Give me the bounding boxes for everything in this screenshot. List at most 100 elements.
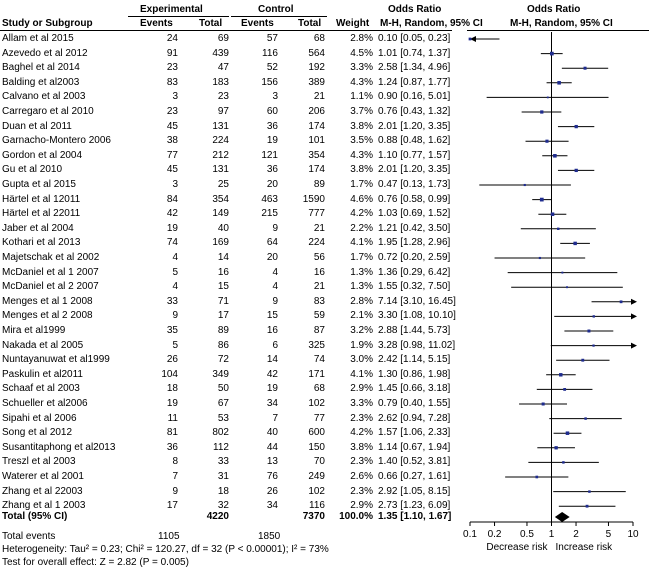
cell-name: Gupta et al 2015 <box>2 179 76 190</box>
cell-ee: 104 <box>161 368 178 380</box>
cell-et: 224 <box>212 135 229 147</box>
table-row: Gu et al 2010 45 131 36 174 3.8% 2.01 [1.20, 3… <box>0 163 460 177</box>
cell-et: 17 <box>217 310 229 322</box>
x-tick-label: 5 <box>606 529 612 540</box>
table-row: Calvano et al 2003 3 23 3 21 1.1% 0.90 [0.16, … <box>0 90 460 104</box>
cell-et: 67 <box>217 398 229 409</box>
cell-ee: 26 <box>166 354 178 366</box>
cell-ce: 34 <box>266 500 278 512</box>
effect-marker <box>585 504 589 508</box>
effect-marker <box>546 96 549 99</box>
cell-ci: 1.21 [0.42, 3.50] <box>378 222 451 234</box>
table-row: Baghel et al 2014 23 47 52 192 3.3% 2.58 [1.34… <box>0 61 460 75</box>
cell-ct: 68 <box>313 33 325 44</box>
col-total-exp: Total <box>199 18 223 29</box>
cell-ct: 174 <box>308 164 325 176</box>
cell-name: Azevedo et al 2012 <box>2 47 88 59</box>
cell-weight: 4.3% <box>350 76 373 88</box>
cell-name: Härtel et al 12011 <box>2 193 81 205</box>
cell-weight: 1.9% <box>350 339 373 351</box>
axis-label-right: Increase risk <box>556 542 614 553</box>
cell-weight: 1.3% <box>350 266 373 278</box>
cell-et: 354 <box>212 193 229 205</box>
cell-ci: 2.92 [1.05, 8.15] <box>378 485 451 497</box>
cell-ci: 1.45 [0.66, 3.18] <box>378 383 451 395</box>
cell-et: 53 <box>217 412 229 424</box>
cell-ce: 15 <box>266 310 278 322</box>
x-tick-label: 0.1 <box>463 529 477 540</box>
cell-ci: 1.55 [0.32, 7.50] <box>378 281 451 293</box>
table-row: Kothari et al 2013 74 169 64 224 4.1% 1.95 [1.… <box>0 236 460 250</box>
cell-ce: 9 <box>272 222 278 234</box>
total-weight: 100.0% <box>339 511 373 522</box>
cell-ci: 0.72 [0.20, 2.59] <box>378 252 451 263</box>
overall-effect-text: Test for overall effect: Z = 2.82 (P = 0… <box>2 557 189 568</box>
effect-marker <box>557 227 560 231</box>
cell-et: 18 <box>217 485 229 497</box>
table-row: Paskulin et al2011 104 349 42 171 4.1% 1.30 [0… <box>0 368 460 382</box>
effect-marker <box>566 286 568 289</box>
cell-ce: 9 <box>272 295 278 307</box>
cell-et: 212 <box>212 149 229 161</box>
table-row: Gupta et al 2015 3 25 20 89 1.7% 0.47 [0.13, 1… <box>0 178 460 192</box>
effect-marker <box>541 402 545 406</box>
cell-weight: 4.1% <box>350 368 373 380</box>
cell-ee: 74 <box>166 237 178 249</box>
cell-ee: 17 <box>166 500 178 512</box>
cell-name: Nuntayanuwat et al1999 <box>2 354 110 366</box>
cell-name: Majetschak et al 2002 <box>2 252 100 263</box>
cell-ee: 19 <box>166 398 178 409</box>
total-events-ctl: 1850 <box>258 531 281 542</box>
table-row: Gordon et al 2004 77 212 121 354 4.3% 1.10 [0.… <box>0 149 460 163</box>
effect-marker <box>592 315 595 318</box>
cell-ct: 87 <box>313 325 325 336</box>
cell-name: Baghel et al 2014 <box>2 62 80 74</box>
cell-ct: 206 <box>308 106 325 117</box>
cell-et: 33 <box>217 456 229 468</box>
cell-ce: 36 <box>266 164 278 176</box>
table-row: Song et al 2012 81 802 40 600 4.2% 1.57 [1.06,… <box>0 426 460 440</box>
cell-ce: 463 <box>261 193 278 205</box>
effect-marker <box>539 197 544 202</box>
cell-et: 69 <box>217 33 229 44</box>
cell-ce: 4 <box>272 281 278 293</box>
effect-marker <box>592 344 595 347</box>
cell-ee: 45 <box>166 120 178 132</box>
cell-name: Schueller et al2006 <box>2 398 88 409</box>
cell-ci: 0.79 [0.40, 1.55] <box>378 398 451 409</box>
cell-ct: 102 <box>308 398 325 409</box>
cell-ci: 7.14 [3.10, 16.45] <box>378 295 456 307</box>
effect-marker <box>565 431 570 435</box>
cell-weight: 3.3% <box>350 62 373 74</box>
cell-name: Garnacho-Montero 2006 <box>2 135 111 147</box>
cell-ce: 215 <box>261 208 278 220</box>
cell-ce: 20 <box>266 252 278 263</box>
cell-ci: 2.42 [1.14, 5.15] <box>378 354 451 366</box>
effect-marker <box>554 446 558 450</box>
cell-ct: 150 <box>308 441 325 453</box>
cell-ct: 249 <box>308 471 325 482</box>
cell-ct: 1590 <box>302 193 325 205</box>
cell-et: 183 <box>212 76 229 88</box>
total-et: 4220 <box>206 511 229 522</box>
cell-ee: 3 <box>172 91 178 103</box>
group-experimental: Experimental <box>140 4 203 15</box>
cell-ee: 4 <box>172 252 178 263</box>
cell-weight: 2.1% <box>350 310 373 322</box>
effect-marker <box>574 168 578 173</box>
cell-ci: 2.62 [0.94, 7.28] <box>378 412 451 424</box>
cell-name: Waterer et al 2001 <box>2 471 84 482</box>
effect-marker <box>619 300 623 304</box>
effect-marker <box>535 475 539 479</box>
cell-ci: 0.10 [0.05, 0.23] <box>378 33 451 44</box>
cell-ce: 14 <box>266 354 278 366</box>
cell-name: Carregaro et al 2010 <box>2 106 94 117</box>
effect-marker <box>550 51 554 56</box>
cell-ee: 23 <box>166 62 178 74</box>
cell-et: 169 <box>212 237 229 249</box>
cell-et: 15 <box>217 281 229 293</box>
cell-weight: 4.2% <box>350 208 373 220</box>
cell-ci: 0.90 [0.16, 5.01] <box>378 91 451 103</box>
cell-ct: 21 <box>313 281 325 293</box>
table-row: Jaber et al 2004 19 40 9 21 2.2% 1.21 [0.42, 3… <box>0 222 460 236</box>
